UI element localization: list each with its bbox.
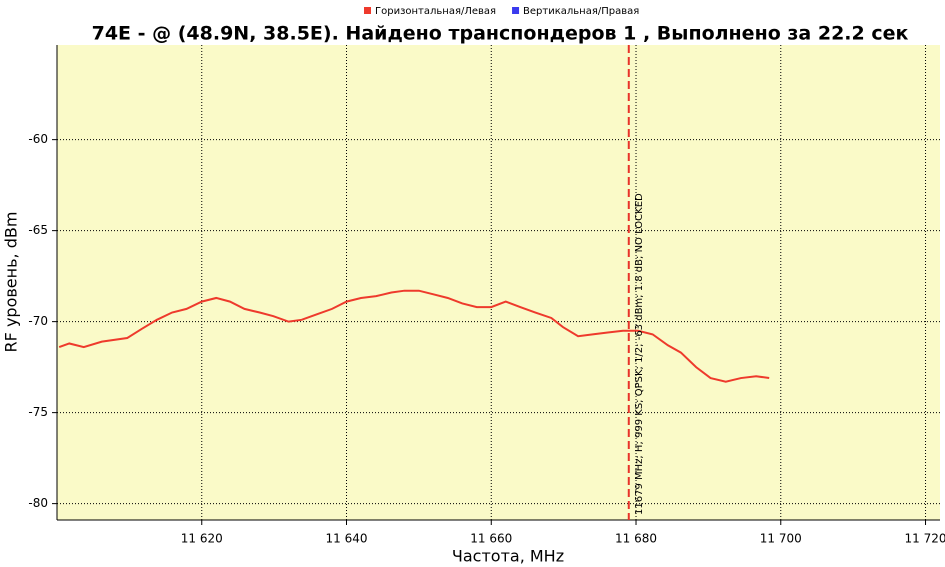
legend-label: Горизонтальная/Левая <box>375 6 496 17</box>
legend-label: Вертикальная/Правая <box>523 6 639 17</box>
x-tick-label: 11 660 <box>470 532 512 546</box>
legend-swatch <box>512 7 520 14</box>
y-tick-label: -70 <box>28 314 48 328</box>
x-tick-label: 11 720 <box>905 532 945 546</box>
y-tick-label: -65 <box>28 223 48 237</box>
legend: Горизонтальная/Левая Вертикальная/Правая <box>364 6 639 17</box>
data-line <box>58 289 770 383</box>
chart-title: 74E - @ (48.9N, 38.5E). Найдено транспон… <box>92 23 909 45</box>
x-axis-label: Частота, MHz <box>452 547 564 566</box>
x-tick-label: 11 700 <box>760 532 802 546</box>
y-tick-label: -75 <box>28 405 48 419</box>
legend-swatch <box>364 7 371 14</box>
y-tick-label: -80 <box>28 496 48 510</box>
marker-label: 11679 MHz; H; 999 KS; QPSK; 1/2; -63 dBm… <box>634 193 645 515</box>
plot-area <box>57 45 940 520</box>
x-tick-label: 11 620 <box>181 532 223 546</box>
y-axis-label: RF уровень, dBm <box>2 212 21 353</box>
y-tick-label: -60 <box>28 132 48 146</box>
x-tick-label: 11 680 <box>615 532 657 546</box>
x-tick-label: 11 640 <box>326 532 368 546</box>
